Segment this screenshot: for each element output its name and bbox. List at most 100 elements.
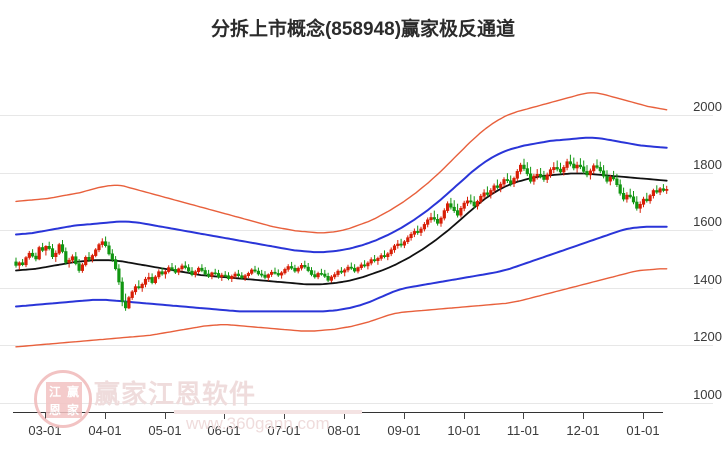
candle-body: [392, 245, 397, 251]
candle-body: [313, 274, 317, 278]
x-axis-tick-label: 12-01: [566, 423, 600, 438]
candle-body: [565, 161, 569, 168]
candle-body: [100, 241, 104, 245]
y-axis-tick-label: 1800: [693, 157, 722, 172]
candle-body: [170, 267, 174, 270]
candle-body: [153, 276, 158, 283]
candle-body: [323, 273, 327, 277]
candle-body: [54, 252, 58, 257]
x-axis-tick: [583, 412, 584, 419]
candle-body: [60, 244, 65, 252]
candle-body: [382, 255, 387, 258]
candle-body: [658, 188, 662, 193]
candle-body: [469, 200, 473, 203]
x-axis-tick: [284, 412, 285, 419]
candle-body: [449, 203, 453, 208]
candle-body: [306, 266, 310, 271]
candle-body: [110, 253, 114, 260]
candle-body: [296, 267, 300, 272]
candle-body: [362, 264, 367, 267]
candle-body: [157, 271, 161, 278]
candle-body: [130, 291, 134, 298]
candle-body: [505, 179, 510, 182]
candle-body: [120, 281, 124, 302]
candle-body: [479, 195, 483, 202]
candle-body: [150, 277, 154, 283]
band-upper-inner-line: [15, 136, 668, 254]
candle-body: [412, 231, 417, 235]
candle-body: [472, 201, 476, 207]
x-axis-tick-label: 05-01: [148, 423, 182, 438]
candle-body: [180, 265, 184, 270]
candle-body: [655, 190, 659, 193]
x-axis-tick-label: 04-01: [88, 423, 122, 438]
candle-body: [648, 195, 652, 202]
candle-body: [349, 266, 353, 269]
candle-body: [187, 267, 191, 272]
candle-body: [475, 201, 480, 207]
candle-body: [409, 233, 413, 238]
gridline: [0, 173, 713, 174]
candle-body: [266, 274, 270, 278]
candle-body: [435, 219, 440, 224]
candle-body: [645, 198, 649, 202]
candle-body: [14, 261, 18, 266]
candle-body: [608, 176, 612, 182]
candle-body: [303, 264, 307, 268]
candle-body: [137, 286, 141, 289]
candle-body: [50, 248, 55, 258]
candle-body: [326, 275, 330, 281]
candle-body: [37, 247, 41, 260]
candle-body: [631, 196, 636, 203]
candle-body: [67, 259, 71, 263]
y-axis-tick-label: 1600: [693, 214, 722, 229]
candle-body: [34, 255, 38, 260]
candle-body: [319, 273, 324, 275]
candle-body: [27, 252, 31, 258]
candle-body: [276, 273, 280, 276]
candle-body: [309, 270, 314, 275]
candle-body: [133, 286, 138, 293]
y-axis-tick-label: 2000: [693, 99, 722, 114]
candle-body: [641, 198, 646, 205]
candle-body: [402, 241, 407, 246]
candle-body: [84, 256, 88, 266]
candle-body: [77, 263, 81, 271]
candle-body: [316, 273, 320, 278]
x-axis-tick: [165, 412, 166, 419]
x-axis-tick: [404, 412, 405, 419]
page-title: 分拆上市概念(858948)赢家极反通道: [210, 19, 516, 40]
candle-body: [223, 274, 227, 277]
candle-body: [562, 167, 566, 173]
candle-body: [572, 163, 576, 169]
candle-body: [70, 256, 74, 261]
candle-body: [260, 273, 264, 276]
candle-body: [339, 270, 344, 273]
x-axis-tick-label: 10-01: [447, 423, 481, 438]
candle-body: [117, 268, 121, 283]
candle-body: [57, 244, 61, 254]
candle-body: [552, 167, 556, 170]
candle-body: [200, 267, 204, 271]
candle-body: [273, 271, 277, 274]
candlestick-series: [14, 154, 669, 311]
candle-body: [618, 184, 622, 194]
candle-body: [256, 270, 261, 275]
gridline: [0, 403, 713, 404]
candle-body: [499, 183, 503, 188]
candle-body: [230, 275, 234, 279]
candle-body: [30, 252, 35, 257]
x-axis-tick: [464, 412, 465, 419]
x-axis-tick: [523, 412, 524, 419]
candle-body: [585, 171, 589, 176]
candle-body: [445, 203, 450, 211]
candle-body: [253, 269, 257, 272]
candle-body: [94, 249, 98, 256]
candle-body: [459, 208, 463, 216]
candle-body: [416, 231, 420, 233]
candle-body: [611, 176, 616, 180]
candle-body: [279, 272, 284, 276]
candle-body: [359, 264, 363, 268]
candle-body: [343, 269, 347, 273]
candle-body: [17, 262, 21, 266]
